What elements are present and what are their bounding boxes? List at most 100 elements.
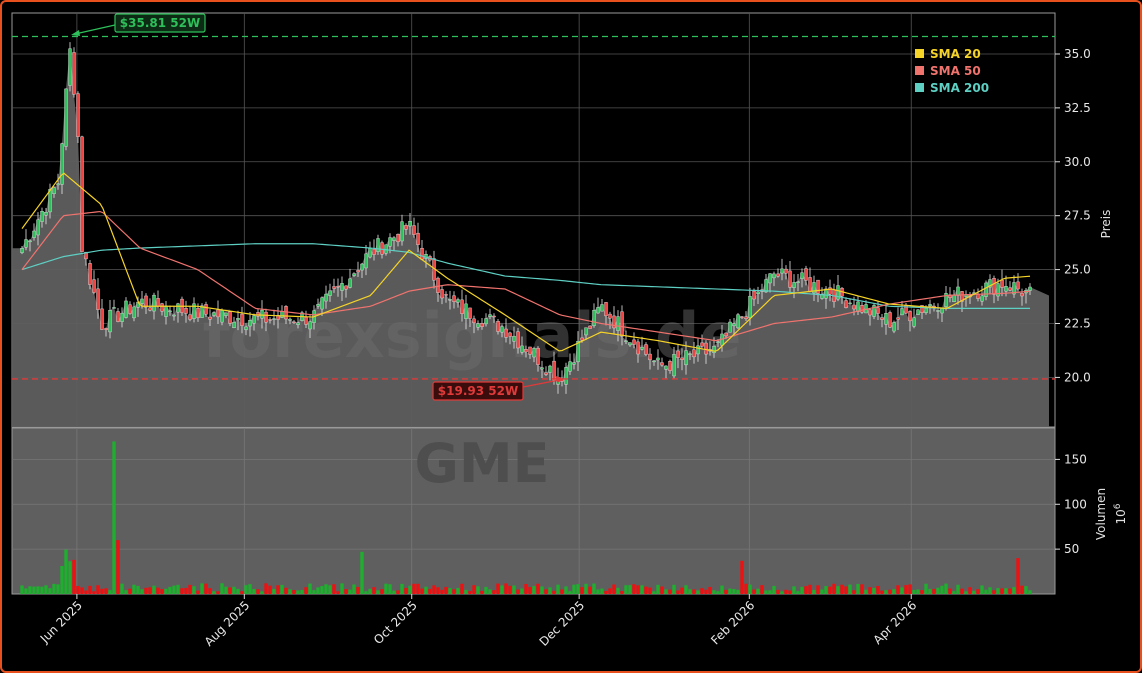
x-axis-ticks: Jun 2025 Aug 2025 Oct 2025 Dec 2025 Feb 2026… <box>37 594 919 649</box>
candle-up <box>928 304 932 307</box>
candle-down <box>636 341 640 355</box>
candle-up <box>44 212 48 216</box>
low-arrow <box>522 379 560 388</box>
candle-down <box>828 287 832 295</box>
volume-bar <box>740 560 744 594</box>
candle-up <box>616 316 620 331</box>
candlesticks <box>20 42 1032 394</box>
volume-bar <box>68 561 72 594</box>
candle-up <box>688 353 692 356</box>
candle-down <box>644 344 648 355</box>
volume-bar <box>96 585 100 594</box>
candle-down <box>228 311 232 324</box>
candle-up <box>224 312 228 316</box>
candle-up <box>712 345 716 353</box>
volume-bar <box>56 584 60 594</box>
volume-bar <box>464 589 468 594</box>
volume-bar <box>484 586 488 594</box>
candle-down <box>452 295 456 302</box>
volume-bar <box>1020 585 1024 594</box>
volume-bar <box>108 590 112 594</box>
candle-up <box>764 279 768 293</box>
candle-up <box>476 323 480 328</box>
candle-up <box>140 298 144 304</box>
candle-up <box>220 310 224 323</box>
volume-bar <box>268 585 272 594</box>
candle-up <box>780 268 784 274</box>
volume-bar <box>792 586 796 594</box>
volume-bar <box>800 586 804 594</box>
volume-bar <box>272 588 276 594</box>
candle-up <box>56 183 60 186</box>
candle-up <box>520 345 524 353</box>
candle-down <box>808 277 812 292</box>
candle-up <box>40 211 44 222</box>
candle-up <box>360 263 364 271</box>
candle-down <box>668 361 672 371</box>
candle-down <box>420 247 424 260</box>
volume-bar <box>296 590 300 594</box>
candle-up <box>28 240 32 243</box>
high-arrow-head <box>71 30 80 36</box>
volume-bar <box>716 591 720 594</box>
candle-up <box>400 221 404 242</box>
candle-up <box>1012 282 1016 295</box>
candle-down <box>76 93 80 137</box>
candle-up <box>64 88 68 147</box>
volume-bar <box>972 590 976 594</box>
candle-down <box>852 304 856 310</box>
volume-bar <box>640 585 644 594</box>
volume-bar <box>136 585 140 594</box>
candle-up <box>548 365 552 373</box>
candle-down <box>876 307 880 314</box>
volume-bar <box>896 585 900 594</box>
volume-bar <box>604 590 608 594</box>
volume-bar <box>288 589 292 594</box>
candle-up <box>640 346 644 350</box>
volume-bar <box>632 584 636 594</box>
volume-bar <box>1008 588 1012 594</box>
high-52w-annotation: $35.81 52W <box>71 13 206 36</box>
candle-up <box>716 341 720 343</box>
volume-bar <box>660 586 664 594</box>
candle-up <box>936 310 940 312</box>
volume-bar <box>616 587 620 594</box>
volume-bar <box>508 585 512 594</box>
candle-up <box>200 305 204 318</box>
candle-down <box>396 233 400 243</box>
volume-bar <box>432 585 436 594</box>
high-arrow <box>74 24 116 35</box>
candle-up <box>112 307 116 309</box>
candle-up <box>324 293 328 302</box>
price-axis-label: Preis <box>1099 210 1113 239</box>
candle-up <box>768 273 772 284</box>
candle-down <box>256 312 260 317</box>
candle-up <box>236 318 240 321</box>
volume-bar <box>804 586 808 594</box>
candle-down <box>740 316 744 318</box>
candle-up <box>884 313 888 325</box>
candle-up <box>260 309 264 319</box>
sma-200-line <box>21 243 1030 310</box>
candle-down <box>1008 287 1012 291</box>
volume-bar <box>912 589 916 594</box>
candle-down <box>620 311 624 337</box>
candle-up <box>572 362 576 365</box>
candle-up <box>120 312 124 322</box>
high-label: $35.81 52W <box>120 16 200 30</box>
candle-down <box>752 290 756 300</box>
candle-up <box>836 285 840 300</box>
volume-bar <box>688 589 692 594</box>
volume-bar <box>52 583 56 594</box>
volume-bar <box>636 585 640 594</box>
volume-bar <box>984 589 988 594</box>
volume-bar <box>248 584 252 594</box>
candle-down <box>880 317 884 320</box>
volume-axis-exponent: 106 <box>1113 503 1128 524</box>
candle-down <box>816 279 820 294</box>
volume-bar <box>156 587 160 594</box>
candle-down <box>868 309 872 316</box>
price-tick-label: 32.5 <box>1064 101 1091 115</box>
volume-bar <box>852 590 856 594</box>
